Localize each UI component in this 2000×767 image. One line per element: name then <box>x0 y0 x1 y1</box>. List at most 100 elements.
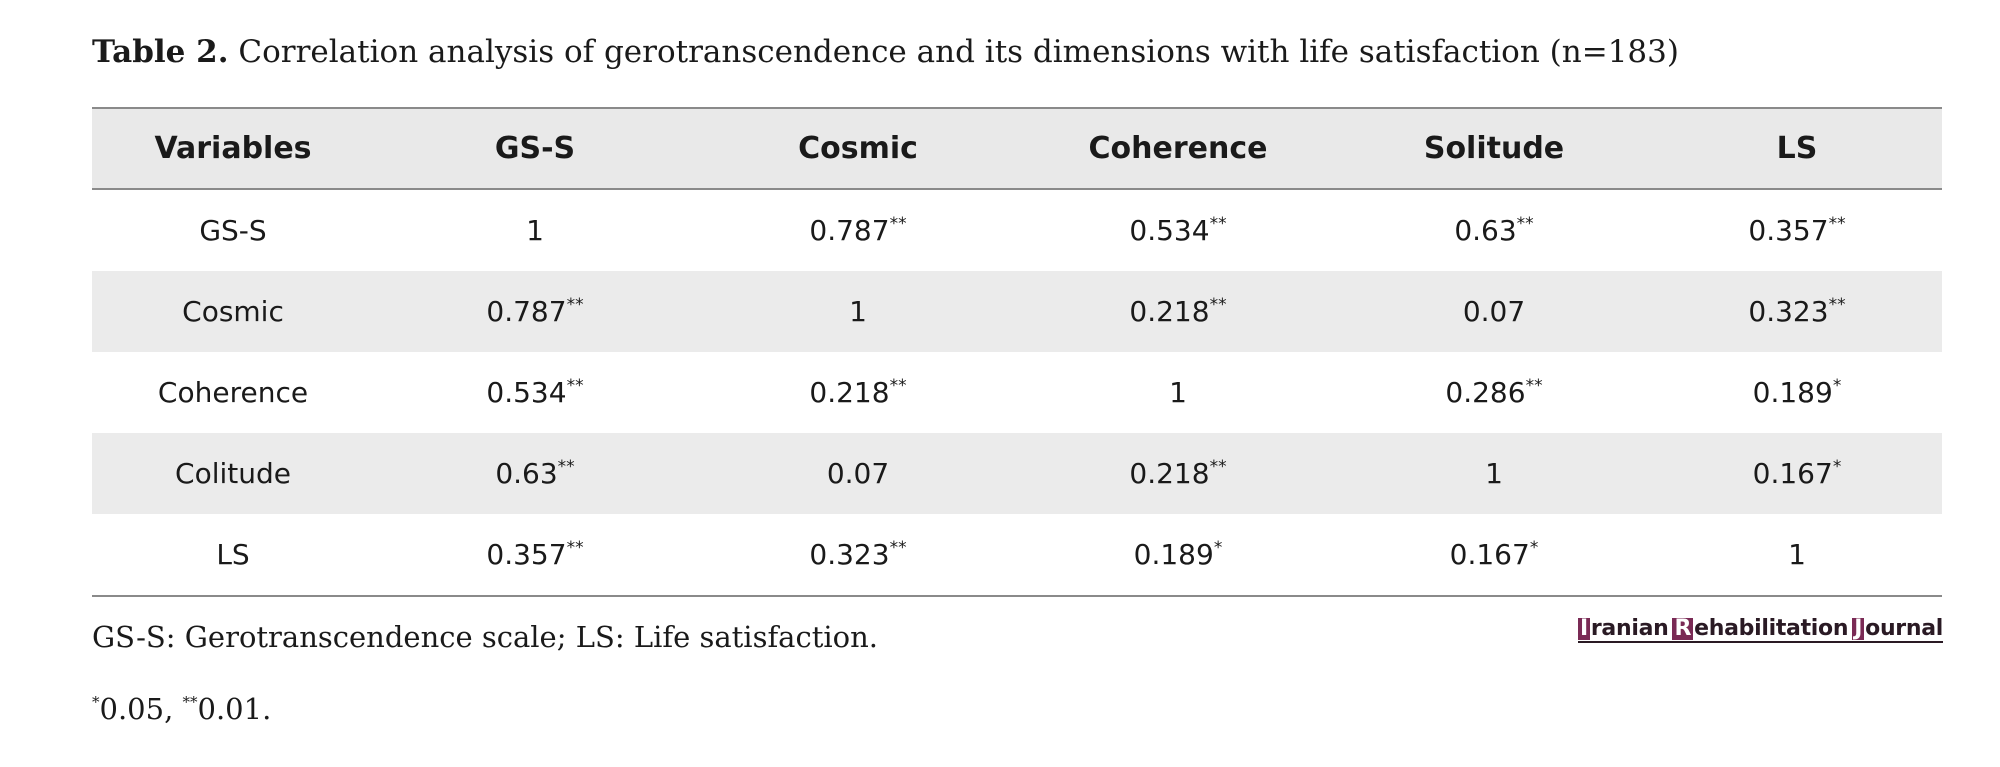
row-label: GS-S <box>199 214 267 247</box>
cell-value: 0.189 <box>1752 376 1833 409</box>
table-cell: 0.189* <box>1652 352 1942 433</box>
table-header: Variables GS-S Cosmic Coherence Solitude… <box>92 108 1942 189</box>
logo-word-ranian: ranian <box>1590 616 1669 641</box>
cell-value: 1 <box>1788 538 1806 571</box>
table-caption-label: Table 2. <box>92 34 229 70</box>
table-row: LS 0.357** 0.323** 0.189* 0.167* 1 <box>92 514 1942 596</box>
table-cell: 0.357** <box>374 514 696 596</box>
significance-mark: ** <box>566 538 584 558</box>
table-cell: 0.286** <box>1336 352 1652 433</box>
logo-word-ehabilitation: ehabilitation <box>1694 616 1849 641</box>
header-coherence: Coherence <box>1088 131 1268 166</box>
table-cell: 0.07 <box>696 433 1020 514</box>
cell-value: 0.189 <box>1133 538 1214 571</box>
cell-value: 0.218 <box>809 376 890 409</box>
table-row: Colitude 0.63** 0.07 0.218** 1 0.167* <box>92 433 1942 514</box>
footnote-sig-mark-1: * <box>92 693 100 711</box>
cell-value: 1 <box>1169 376 1187 409</box>
significance-mark: ** <box>566 295 584 315</box>
logo-letter-j: J <box>1852 616 1865 641</box>
correlation-table-container: Variables GS-S Cosmic Coherence Solitude… <box>92 107 1942 597</box>
footnote-significance: *0.05, **0.01. <box>92 692 271 726</box>
cell-value: 0.534 <box>486 376 567 409</box>
table-cell: 1 <box>696 271 1020 352</box>
row-label: LS <box>216 538 250 571</box>
significance-mark: ** <box>1516 214 1534 234</box>
footnote-sig-mark-2: ** <box>182 693 198 711</box>
row-label: Coherence <box>157 376 309 409</box>
header-cosmic: Cosmic <box>798 131 918 166</box>
table-cell: 1 <box>374 189 696 271</box>
cell-value: 0.357 <box>1748 214 1829 247</box>
table-cell: 0.787** <box>374 271 696 352</box>
cell-value: 1 <box>526 214 544 247</box>
table-row: GS-S 1 0.787** 0.534** 0.63** 0.357** <box>92 189 1942 271</box>
table-body: GS-S 1 0.787** 0.534** 0.63** 0.357** Co… <box>92 189 1942 596</box>
table-cell: 0.63** <box>1336 189 1652 271</box>
table-cell: 0.323** <box>1652 271 1942 352</box>
footnote-abbreviations: GS-S: Gerotranscendence scale; LS: Life … <box>92 620 879 654</box>
table-cell: 0.787** <box>696 189 1020 271</box>
significance-mark: ** <box>557 457 575 477</box>
correlation-table: Variables GS-S Cosmic Coherence Solitude… <box>92 107 1942 597</box>
table-row: Coherence 0.534** 0.218** 1 0.286** 0.18… <box>92 352 1942 433</box>
table-cell: 0.167* <box>1336 514 1652 596</box>
significance-mark: * <box>1213 538 1223 558</box>
cell-value: 0.07 <box>1462 295 1526 328</box>
table-row: Cosmic 0.787** 1 0.218** 0.07 0.323** <box>92 271 1942 352</box>
cell-value: 0.07 <box>826 457 890 490</box>
cell-value: 0.167 <box>1449 538 1530 571</box>
significance-mark: * <box>1832 457 1842 477</box>
cell-value: 0.167 <box>1752 457 1833 490</box>
cell-value: 0.787 <box>486 295 567 328</box>
table-header-row: Variables GS-S Cosmic Coherence Solitude… <box>92 108 1942 189</box>
table-cell: 1 <box>1020 352 1336 433</box>
header-solitude: Solitude <box>1423 131 1565 166</box>
cell-value: 0.534 <box>1129 214 1210 247</box>
table-cell: 0.534** <box>1020 189 1336 271</box>
table-cell: 0.357** <box>1652 189 1942 271</box>
table-cell: 0.323** <box>696 514 1020 596</box>
table-caption: Table 2. Correlation analysis of gerotra… <box>92 34 1679 70</box>
cell-value: 0.218 <box>1129 295 1210 328</box>
logo-word-ournal: ournal <box>1865 616 1943 641</box>
table-cell: 1 <box>1336 433 1652 514</box>
cell-value: 0.63 <box>495 457 558 490</box>
cell-value: 0.323 <box>1748 295 1829 328</box>
significance-mark: * <box>1832 376 1842 396</box>
significance-mark: ** <box>566 376 584 396</box>
significance-mark: ** <box>1209 214 1227 234</box>
table-cell: 0.167* <box>1652 433 1942 514</box>
cell-value: 1 <box>1485 457 1503 490</box>
header-gs-s: GS-S <box>494 131 576 166</box>
significance-mark: ** <box>889 376 907 396</box>
logo-letter-i: I <box>1577 616 1590 641</box>
cell-value: 1 <box>849 295 867 328</box>
table-cell: 0.07 <box>1336 271 1652 352</box>
footnote-sig-text-1: 0.05, <box>99 692 183 726</box>
table-caption-text: Correlation analysis of gerotranscendenc… <box>238 34 1679 70</box>
header-variables: Variables <box>154 131 312 166</box>
cell-value: 0.323 <box>809 538 890 571</box>
cell-value: 0.286 <box>1445 376 1526 409</box>
significance-mark: ** <box>1828 214 1846 234</box>
significance-mark: ** <box>889 538 907 558</box>
row-label: Cosmic <box>182 295 284 328</box>
table-cell: 0.189* <box>1020 514 1336 596</box>
table-cell: 0.63** <box>374 433 696 514</box>
table-cell: 0.534** <box>374 352 696 433</box>
table-cell: 0.218** <box>696 352 1020 433</box>
cell-value: 0.63 <box>1454 214 1517 247</box>
header-ls: LS <box>1776 131 1818 166</box>
table-cell: 1 <box>1652 514 1942 596</box>
significance-mark: ** <box>889 214 907 234</box>
significance-mark: ** <box>1525 376 1543 396</box>
significance-mark: ** <box>1209 295 1227 315</box>
row-label: Colitude <box>175 457 291 490</box>
table-cell: 0.218** <box>1020 433 1336 514</box>
cell-value: 0.357 <box>486 538 567 571</box>
cell-value: 0.218 <box>1129 457 1210 490</box>
significance-mark: * <box>1529 538 1539 558</box>
significance-mark: ** <box>1828 295 1846 315</box>
